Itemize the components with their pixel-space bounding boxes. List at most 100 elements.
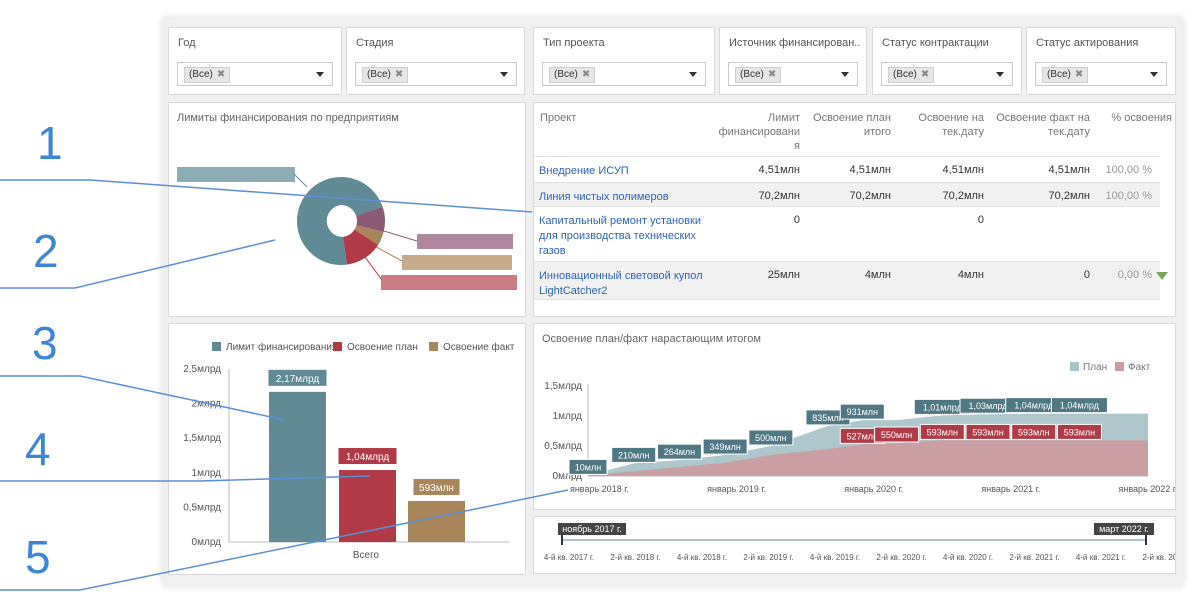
column-header[interactable]: Лимит финансировани я [718,112,800,152]
table-row[interactable]: Инновационный световой купол LightCatche… [534,261,1168,299]
filter-act-status[interactable]: Статус актирования (Все) ✖ [1026,27,1176,95]
remove-icon[interactable]: ✖ [394,69,404,80]
data-label: 2,17млрд [276,374,320,385]
column-header[interactable]: Освоение на тек.дату [918,112,984,138]
timeline-panel: ноябрь 2017 г. март 2022 г. 4-й кв. 2017… [533,516,1176,574]
donut-slice[interactable] [343,229,379,265]
dashboard: Год (Все) ✖ Стадия (Все) ✖ Тип проекта (Вс… [163,18,1183,586]
filter-select[interactable]: (Все) ✖ [177,62,333,86]
remove-icon[interactable]: ✖ [581,69,591,80]
donut-chart [177,167,517,290]
filter-select[interactable]: (Все) ✖ [881,62,1013,86]
table-row[interactable]: Линия чистых полимеров 70,2млн 70,2млн 7… [534,182,1160,206]
range-start-label-bg [558,523,626,535]
y-tick-label: 1млрд [553,411,583,422]
panel-title: Освоение план/факт нарастающим итогом [542,333,761,345]
filter-select[interactable]: (Все) ✖ [1035,62,1167,86]
cell-current: 4млн [957,269,984,281]
filter-tag: (Все) ✖ [549,67,596,83]
data-label-bg [656,443,702,460]
timeline-tick-label: 4-й кв. 2020 г. [943,553,993,562]
data-label: 527млн [847,431,878,441]
x-tick-label: январь 2022 г. [1119,484,1175,494]
timeline-tick-label: 2-й кв. 2019 г. [743,553,793,562]
filter-label: Статус актирования [1036,37,1139,49]
filter-select[interactable]: (Все) ✖ [355,62,517,86]
y-tick-label: 1млрд [192,468,222,479]
project-link[interactable]: Инновационный световой купол LightCatche… [539,270,703,297]
data-label: 210млн [618,450,649,460]
cell-current: 0 [977,214,984,226]
remove-icon[interactable]: ✖ [1074,69,1084,80]
data-label-bg [611,446,657,463]
legend-swatch [1070,362,1079,371]
filter-label: Стадия [356,37,394,49]
remove-icon[interactable]: ✖ [920,69,930,80]
column-header[interactable]: Освоение факт на тек.дату [996,112,1090,138]
callout-number: 3 [32,317,58,369]
data-label: 835млн [812,413,843,423]
data-label-bg [919,423,965,440]
cell-current: 70,2млн [942,190,984,202]
data-label: 931млн [847,407,878,417]
filter-tag: (Все) ✖ [362,67,409,83]
column-header[interactable]: Проект [540,112,577,124]
chevron-down-icon[interactable] [841,72,849,77]
donut-slice[interactable] [354,225,384,245]
donut-slice[interactable] [296,177,347,265]
chevron-down-icon[interactable] [996,72,1004,77]
project-link[interactable]: Капитальный ремонт установки для произво… [539,215,701,257]
remove-icon[interactable]: ✖ [216,69,226,80]
area-chart: План Факт 0млрд 0,5млрд 1млрд 1,5млрд январь… [544,362,1175,494]
project-link[interactable]: Линия чистых полимеров [539,191,669,203]
cell-fact: 0 [1083,269,1090,281]
trend-down-icon [1156,272,1168,280]
chevron-down-icon[interactable] [689,72,697,77]
chevron-down-icon[interactable] [316,72,324,77]
table-row[interactable]: Внедрение ИСУП 4,51млн 4,51млн 4,51млн 4… [534,156,1160,182]
x-tick-label: январь 2020 г. [844,484,903,494]
cell-percent: 100,00 % [1105,190,1152,202]
data-label: 550млн [881,430,912,440]
cell-fact: 70,2млн [1048,190,1090,202]
bar-chart-panel: Лимит финансирования Освоение план Освое… [168,323,526,575]
filter-funding-source[interactable]: Источник финансирован... (Все) ✖ [719,27,867,95]
filter-tag: (Все) ✖ [735,67,782,83]
filter-project-type[interactable]: Тип проекта (Все) ✖ [533,27,715,95]
cell-plan: 4млн [864,269,891,281]
timeline-range-selector[interactable]: ноябрь 2017 г. март 2022 г. 4-й кв. 2017… [534,517,1175,573]
table-row[interactable]: Капитальный ремонт установки для произво… [534,206,1160,261]
x-tick-label: январь 2021 г. [981,484,1040,494]
data-label-bg [1050,397,1108,414]
y-tick-label: 1,5млрд [544,381,582,392]
filter-label: Тип проекта [543,37,605,49]
y-tick-label: 0,5млрд [183,502,221,513]
data-label: 593млн [972,427,1003,437]
bar [269,391,326,542]
donut-leader-line [292,172,308,188]
timeline-tick-label: 4-й кв. 2017 г. [544,553,594,562]
filter-stage[interactable]: Стадия (Все) ✖ [346,27,525,95]
timeline-tick-label: 2-й кв. 2022 г. [1142,553,1175,562]
remove-icon[interactable]: ✖ [767,69,777,80]
donut-slice[interactable] [356,206,385,232]
filter-contract-status[interactable]: Статус контрактации (Все) ✖ [872,27,1022,95]
filter-select[interactable]: (Все) ✖ [728,62,858,86]
timeline-tick-label: 2-й кв. 2020 г. [876,553,926,562]
callout-number: 5 [25,531,51,583]
cell-plan: 4,51млн [849,164,891,176]
data-label: 500млн [755,433,786,443]
column-header[interactable]: % освоения [1111,112,1172,124]
column-header[interactable]: Освоение план итого [813,112,891,138]
project-link[interactable]: Внедрение ИСУП [539,165,629,177]
legend-swatch [1115,362,1124,371]
table-row[interactable] [534,299,1160,316]
chevron-down-icon[interactable] [1150,72,1158,77]
filter-year[interactable]: Год (Все) ✖ [168,27,342,95]
legend-swatch [333,342,342,351]
filter-select[interactable]: (Все) ✖ [542,62,706,86]
timeline-tick-label: 2-й кв. 2021 г. [1009,553,1059,562]
chevron-down-icon[interactable] [500,72,508,77]
data-label: 593млн [1018,427,1049,437]
cell-limit: 70,2млн [758,190,800,202]
